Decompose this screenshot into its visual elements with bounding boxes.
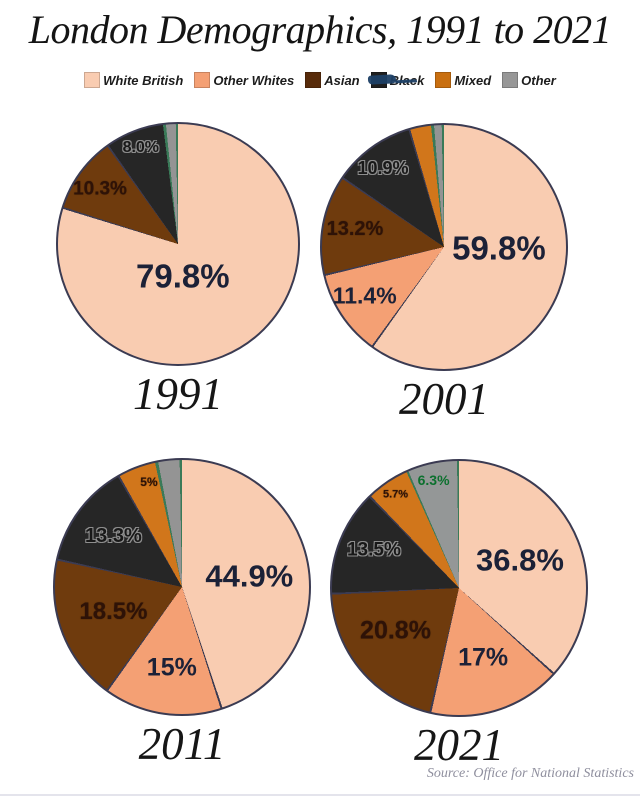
legend-swatch-asian xyxy=(305,72,322,88)
legend-label: Asian xyxy=(324,72,360,88)
page-edge-line xyxy=(0,794,640,796)
pie-chart-2011: 44.9% 15% 18.5% 13.3% 5% xyxy=(53,458,311,716)
slice-label: 15% xyxy=(146,653,197,682)
pie-chart-1991-wrap: 79.8% 10.3% 8.0% 1991 xyxy=(56,122,300,417)
slice-label: 13.2% xyxy=(326,217,384,240)
legend-item-asian: Asian xyxy=(305,72,360,88)
slice-label: 20.8% xyxy=(360,616,431,645)
slice-label: 13.5% xyxy=(346,539,401,561)
year-label-2011: 2011 xyxy=(138,719,226,769)
legend-item-mixed: Mixed xyxy=(435,72,491,88)
legend-label: Black xyxy=(389,72,425,88)
slice-label: 17% xyxy=(458,643,509,672)
slice-label: 5.7% xyxy=(382,488,409,501)
legend-item-other: Other xyxy=(502,72,556,88)
pie-chart-2001-wrap: 59.8% 11.4% 13.2% 10.9% 2001 xyxy=(320,123,568,422)
chart-title: London Demographics, 1991 to 2021 xyxy=(28,7,612,52)
source-credit: Source: Office for National Statistics xyxy=(426,766,634,781)
slice-label: 11.4% xyxy=(332,282,397,309)
slice-label: 79.8% xyxy=(136,257,230,295)
legend-swatch-other-whites xyxy=(194,72,211,88)
pie-chart-2021-wrap: 36.8% 17% 20.8% 13.5% 5.7% 6.3% 2021 xyxy=(330,459,588,768)
legend-swatch-mixed xyxy=(435,72,452,88)
slice-label: 10.3% xyxy=(73,178,127,200)
legend: White British Other Whites Asian Black M… xyxy=(0,72,640,88)
year-label-2001: 2001 xyxy=(399,374,489,424)
slice-label: 8.0% xyxy=(122,139,160,156)
slice-label: 44.9% xyxy=(205,558,294,594)
legend-swatch-other xyxy=(502,72,519,88)
pie-chart-2011-wrap: 44.9% 15% 18.5% 13.3% 5% 2011 xyxy=(53,458,311,767)
legend-label: White British xyxy=(103,72,184,88)
legend-swatch-white-british xyxy=(84,72,101,88)
legend-item-other-whites: Other Whites xyxy=(194,72,294,88)
slice-label: 6.3% xyxy=(417,472,450,489)
year-label-2021: 2021 xyxy=(414,720,504,770)
slice-label: 13.3% xyxy=(85,525,142,548)
year-label-1991: 1991 xyxy=(133,369,223,419)
legend-label: Other Whites xyxy=(213,72,295,88)
pie-chart-1991: 79.8% 10.3% 8.0% xyxy=(56,122,300,366)
slice-label: 10.9% xyxy=(357,157,409,178)
slice-label: 59.8% xyxy=(452,229,546,267)
legend-label: Mixed xyxy=(454,72,492,88)
slice-label: 18.5% xyxy=(79,598,148,626)
redaction-scribble xyxy=(367,74,396,85)
pie-chart-2001: 59.8% 11.4% 13.2% 10.9% xyxy=(320,123,568,371)
legend-label: Other xyxy=(521,72,556,88)
legend-item-white-british: White British xyxy=(84,72,183,88)
slice-label: 36.8% xyxy=(476,542,564,578)
slice-label: 5% xyxy=(140,475,158,490)
legend-item-black: Black xyxy=(367,72,425,88)
pie-chart-2021: 36.8% 17% 20.8% 13.5% 5.7% 6.3% xyxy=(330,459,588,717)
